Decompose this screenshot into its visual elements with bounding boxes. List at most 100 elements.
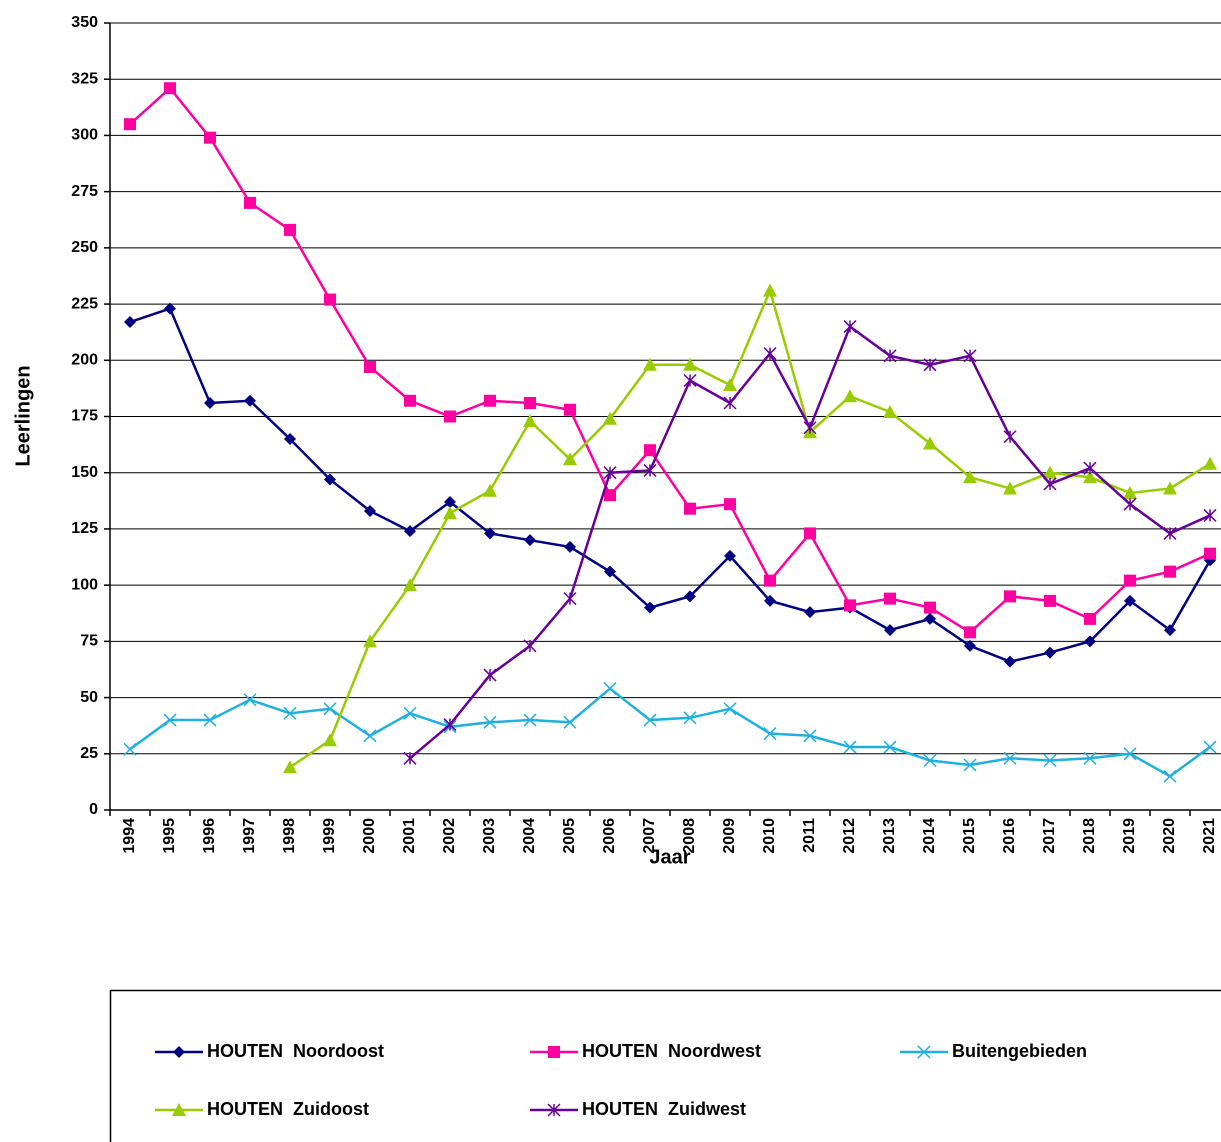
legend-label: Buitengebieden <box>952 1041 1087 1061</box>
data-point <box>524 534 536 547</box>
data-point <box>403 706 417 720</box>
data-point <box>244 394 256 407</box>
x-tick-label: 2012 <box>841 818 858 854</box>
data-point <box>123 742 137 756</box>
data-point <box>243 693 257 707</box>
data-point <box>1003 481 1017 495</box>
data-point <box>563 452 577 466</box>
data-point <box>404 525 416 538</box>
data-point <box>564 403 576 416</box>
legend-label: HOUTEN Zuidoost <box>207 1099 369 1119</box>
data-point <box>563 592 577 606</box>
data-point <box>1003 430 1017 444</box>
data-point <box>523 413 537 427</box>
data-point <box>964 639 976 652</box>
data-point <box>164 302 176 315</box>
data-point <box>403 751 417 765</box>
legend-marker <box>547 1103 561 1117</box>
x-tick-label: 2016 <box>1001 818 1018 854</box>
data-point <box>764 574 776 587</box>
data-point <box>963 758 977 772</box>
data-point <box>883 405 897 419</box>
legend-marker <box>548 1046 560 1058</box>
data-point <box>124 316 136 329</box>
data-point <box>443 718 457 732</box>
x-tick-label: 1998 <box>281 818 298 854</box>
data-point <box>764 594 776 607</box>
data-point <box>524 397 536 410</box>
x-tick-label: 2004 <box>521 818 538 854</box>
data-point <box>483 483 497 497</box>
series-line <box>129 86 1211 634</box>
y-axis-title: Leerlingen <box>12 365 34 466</box>
data-point <box>1004 590 1016 603</box>
data-point <box>1084 635 1096 648</box>
data-point <box>843 740 857 754</box>
data-point <box>444 410 456 423</box>
data-point <box>763 347 777 361</box>
x-tick-label: 2021 <box>1201 818 1218 854</box>
data-point <box>523 713 537 727</box>
y-tick-label: 75 <box>80 633 98 650</box>
data-point <box>564 540 576 553</box>
data-point <box>1123 485 1137 499</box>
data-point <box>1044 646 1056 659</box>
y-tick-label: 175 <box>71 408 98 425</box>
data-point <box>924 612 936 625</box>
data-point <box>204 131 216 144</box>
x-tick-label: 1995 <box>161 818 178 854</box>
data-point <box>1083 461 1097 475</box>
data-point <box>363 729 377 743</box>
data-point <box>684 590 696 603</box>
x-tick-label: 1999 <box>321 818 338 854</box>
data-point <box>1123 747 1137 761</box>
x-axis-title: Jaar <box>649 846 690 868</box>
data-point <box>1124 594 1136 607</box>
data-point <box>1164 624 1176 637</box>
data-point <box>1083 470 1097 484</box>
y-tick-label: 0 <box>89 801 98 818</box>
x-tick-label: 2007 <box>641 818 658 854</box>
data-point <box>804 527 816 540</box>
data-point <box>1164 565 1176 578</box>
data-point <box>644 444 656 457</box>
data-point <box>683 373 697 388</box>
x-tick-label: 2020 <box>1161 818 1178 854</box>
data-point <box>683 357 697 371</box>
data-point <box>364 361 376 374</box>
data-point <box>1163 526 1177 540</box>
data-point <box>603 411 617 425</box>
data-point <box>804 606 816 619</box>
data-point <box>884 592 896 605</box>
data-point <box>843 320 857 334</box>
data-point <box>763 283 777 297</box>
data-point <box>843 389 857 403</box>
data-point <box>763 727 777 741</box>
data-point <box>283 706 297 720</box>
x-tick-label: 2002 <box>441 818 458 854</box>
x-tick-label: 2010 <box>761 818 778 854</box>
data-point <box>884 624 896 637</box>
data-point <box>883 740 897 754</box>
data-point <box>643 357 657 371</box>
data-point <box>483 715 497 729</box>
data-point <box>244 196 256 209</box>
data-point <box>323 702 337 716</box>
y-tick-label: 50 <box>80 689 98 706</box>
data-point <box>723 378 737 392</box>
data-point <box>1203 740 1217 754</box>
data-point <box>923 754 937 768</box>
data-point <box>803 729 817 743</box>
legend-label: HOUTEN Noordoost <box>207 1041 384 1061</box>
data-point <box>1043 477 1057 491</box>
x-tick-label: 2001 <box>401 818 418 854</box>
y-tick-label: 350 <box>71 14 98 31</box>
data-point <box>163 713 177 727</box>
y-tick-label: 300 <box>71 127 98 144</box>
x-tick-label: 2011 <box>801 818 818 853</box>
x-tick-label: 1994 <box>121 818 138 854</box>
x-tick-label: 2018 <box>1081 818 1098 854</box>
data-point <box>203 713 217 727</box>
legend-box <box>109 989 1221 1142</box>
data-point <box>1123 497 1137 511</box>
